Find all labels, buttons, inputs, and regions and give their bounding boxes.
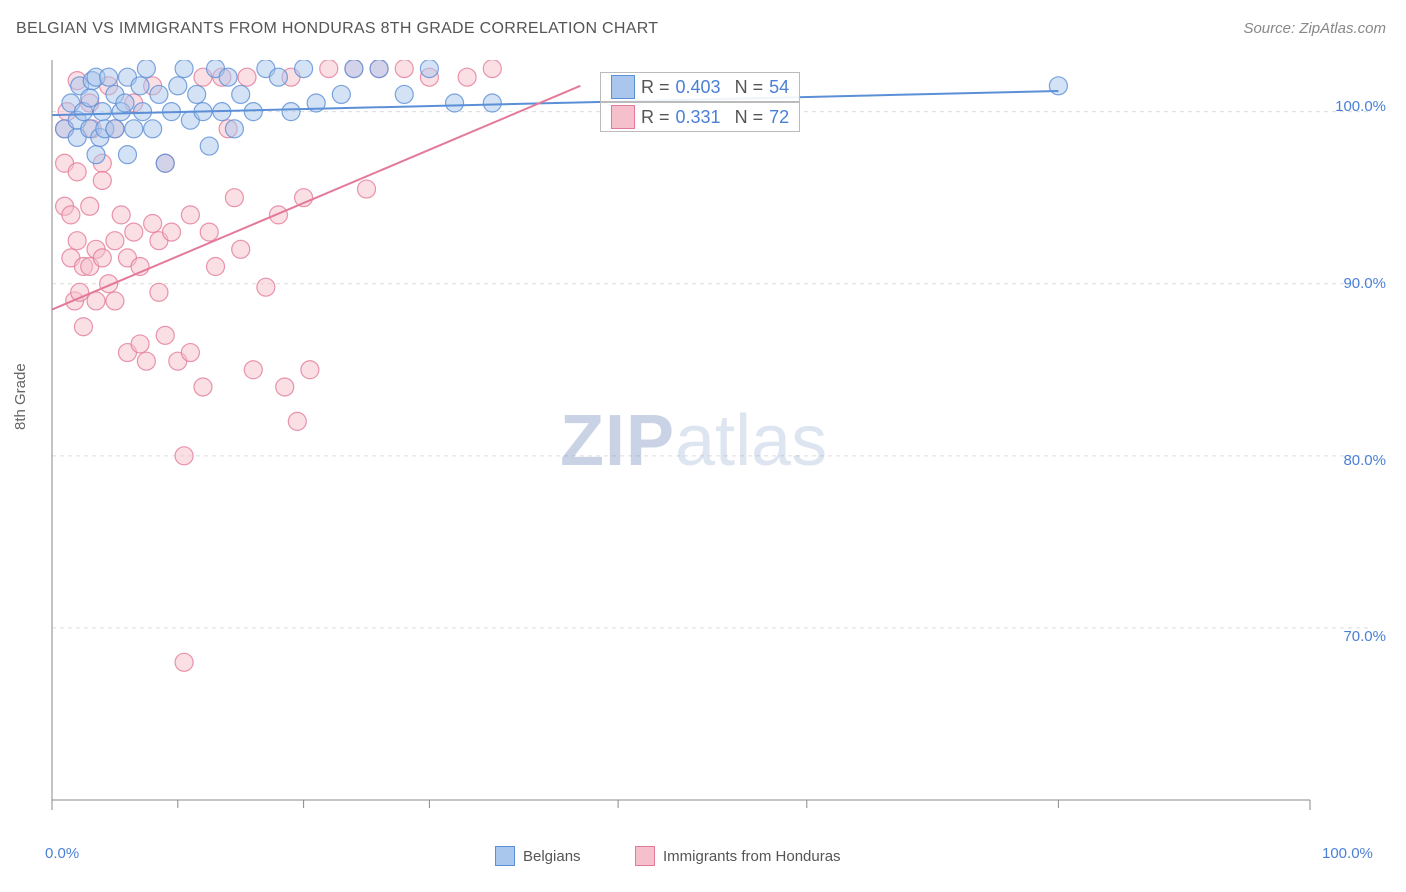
legend-swatch-belgians: [495, 846, 515, 866]
chart-title: BELGIAN VS IMMIGRANTS FROM HONDURAS 8TH …: [16, 20, 658, 38]
source-attribution: Source: ZipAtlas.com: [1243, 20, 1386, 37]
y-tick-90: 90.0%: [1343, 275, 1386, 292]
stat-n-label: N =: [735, 107, 764, 128]
stat-box-0: R = 0.403 N =54: [600, 72, 800, 102]
stat-n-value: 54: [769, 77, 789, 98]
stat-swatch-icon: [611, 105, 635, 129]
scatter-chart: [50, 60, 1370, 820]
y-tick-80: 80.0%: [1343, 452, 1386, 469]
x-tick-0: 0.0%: [45, 845, 79, 862]
x-tick-100: 100.0%: [1322, 845, 1373, 862]
legend-honduras: Immigrants from Honduras: [635, 846, 841, 866]
stat-n-label: N =: [735, 77, 764, 98]
legend-belgians: Belgians: [495, 846, 581, 866]
stat-r-label: R =: [641, 77, 670, 98]
stat-swatch-icon: [611, 75, 635, 99]
legend-label-honduras: Immigrants from Honduras: [663, 848, 841, 865]
y-axis-label: 8th Grade: [12, 363, 29, 430]
y-tick-70: 70.0%: [1343, 628, 1386, 645]
legend-label-belgians: Belgians: [523, 848, 581, 865]
y-tick-100: 100.0%: [1335, 98, 1386, 115]
legend-swatch-honduras: [635, 846, 655, 866]
stat-r-value: 0.403: [676, 77, 721, 98]
stat-box-1: R = 0.331 N =72: [600, 102, 800, 132]
stat-r-value: 0.331: [676, 107, 721, 128]
stat-r-label: R =: [641, 107, 670, 128]
stat-n-value: 72: [769, 107, 789, 128]
